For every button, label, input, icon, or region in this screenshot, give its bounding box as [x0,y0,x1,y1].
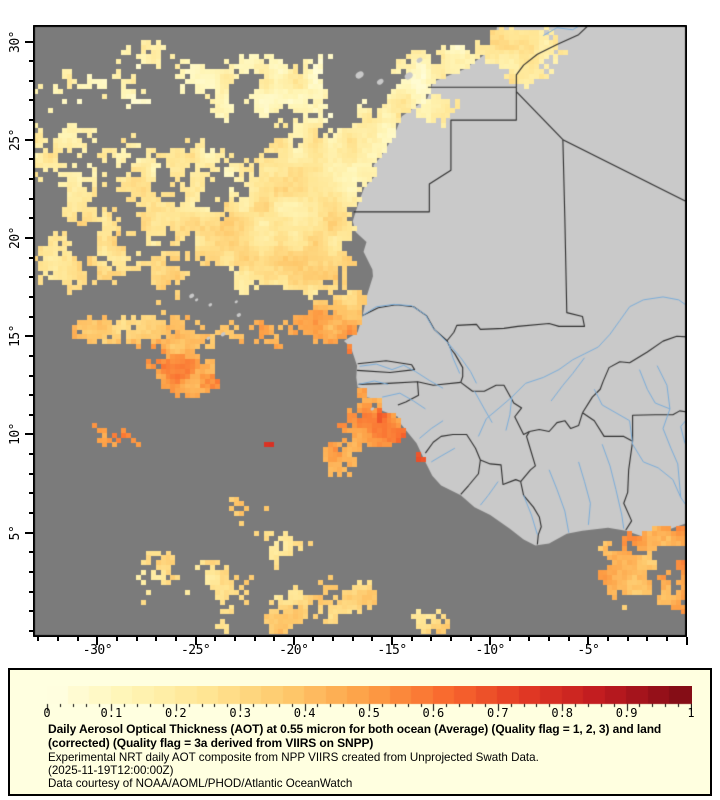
y-minor-tick [29,119,33,121]
x-major-tick [587,637,589,645]
legend-credit: Data courtesy of NOAA/AOML/PHOD/Atlantic… [48,777,353,791]
colorbar-tick-label: 0 [43,706,51,720]
y-minor-tick [29,158,33,160]
x-major-tick [195,637,197,645]
x-tick-label: -15° [377,643,407,658]
x-minor-tick [273,637,275,641]
colorbar-tick-label: 0.4 [293,706,316,720]
y-minor-tick [29,571,33,573]
y-minor-tick [29,492,33,494]
x-minor-tick [646,637,648,641]
x-minor-tick [312,637,314,641]
colorbar-tick-label: 0.6 [422,706,445,720]
x-minor-tick [214,637,216,641]
colorbar-tick-label: 0.7 [486,706,509,720]
colorbar-tick-label: 0.5 [358,706,380,720]
x-minor-tick [155,637,157,641]
x-minor-tick [37,637,39,641]
y-major-tick [25,433,33,435]
y-minor-tick [29,610,33,612]
x-major-tick [686,637,688,645]
y-tick-label: 20° [8,226,23,249]
y-minor-tick [29,217,33,219]
y-minor-tick [29,473,33,475]
x-minor-tick [352,637,354,641]
x-major-tick [489,637,491,645]
y-minor-tick [29,591,33,593]
x-minor-tick [450,637,452,641]
x-minor-tick [627,637,629,641]
x-minor-tick [234,637,236,641]
legend-text: Daily Aerosol Optical Thickness (AOT) at… [48,722,712,791]
y-minor-tick [29,551,33,553]
colorbar-tick-label: 0.9 [615,706,638,720]
y-minor-tick [29,296,33,298]
x-minor-tick [607,637,609,641]
colorbar-tick-label: 0.2 [164,706,187,720]
y-minor-tick [29,414,33,416]
y-minor-tick [29,394,33,396]
x-minor-tick [116,637,118,641]
y-minor-tick [29,99,33,101]
y-tick-label: 10° [8,423,23,446]
map-canvas [33,25,687,637]
colorbar-tick-label: 1 [687,706,695,720]
x-tick-label: -10° [475,643,506,658]
y-minor-tick [29,276,33,278]
y-major-tick [25,237,33,239]
y-tick-label: 5° [8,525,23,540]
x-minor-tick [254,637,256,641]
y-major-tick [25,532,33,534]
x-minor-tick [568,637,570,641]
y-minor-tick [29,80,33,82]
x-minor-tick [136,637,138,641]
legend-subtitle: Experimental NRT daily AOT composite fro… [48,750,539,764]
y-minor-tick [29,630,33,632]
x-minor-tick [332,637,334,641]
x-minor-tick [77,637,79,641]
x-tick-label: -25° [180,643,211,658]
y-minor-tick [29,60,33,62]
y-minor-tick [29,453,33,455]
x-minor-tick [411,637,413,641]
x-minor-tick [548,637,550,641]
y-minor-tick [29,198,33,200]
x-minor-tick [371,637,373,641]
colorbar [46,686,692,714]
y-tick-label: 25° [8,128,23,151]
x-minor-tick [470,637,472,641]
x-minor-tick [509,637,511,641]
x-minor-tick [528,637,530,641]
y-major-tick [25,41,33,43]
y-minor-tick [29,512,33,514]
x-minor-tick [175,637,177,641]
legend-title: Daily Aerosol Optical Thickness (AOT) at… [48,722,662,750]
colorbar-tick-label: 0.3 [229,706,252,720]
y-minor-tick [29,375,33,377]
y-minor-tick [29,355,33,357]
y-minor-tick [29,257,33,259]
y-minor-tick [29,178,33,180]
legend-box: 0 0.1 0.2 0.3 0.4 0.5 0.6 0.7 0.8 0.9 1 Daily Aero… [8,668,712,796]
x-major-tick [96,637,98,645]
x-major-tick [391,637,393,645]
y-major-tick [25,139,33,141]
x-tick-label: -20° [279,643,309,658]
y-minor-tick [29,316,33,318]
y-tick-label: 15° [8,325,23,348]
x-tick-label: -5° [577,643,600,658]
x-minor-tick [666,637,668,641]
y-tick-label: 30° [8,30,23,53]
x-minor-tick [430,637,432,641]
x-major-tick [293,637,295,645]
x-tick-label: -30° [82,643,113,658]
colorbar-tick-label: 0.1 [100,706,123,720]
x-minor-tick [57,637,59,641]
y-major-tick [25,335,33,337]
colorbar-tick-label: 0.8 [551,706,574,720]
legend-timestamp: (2025-11-19T12:00:00Z) [48,763,174,777]
